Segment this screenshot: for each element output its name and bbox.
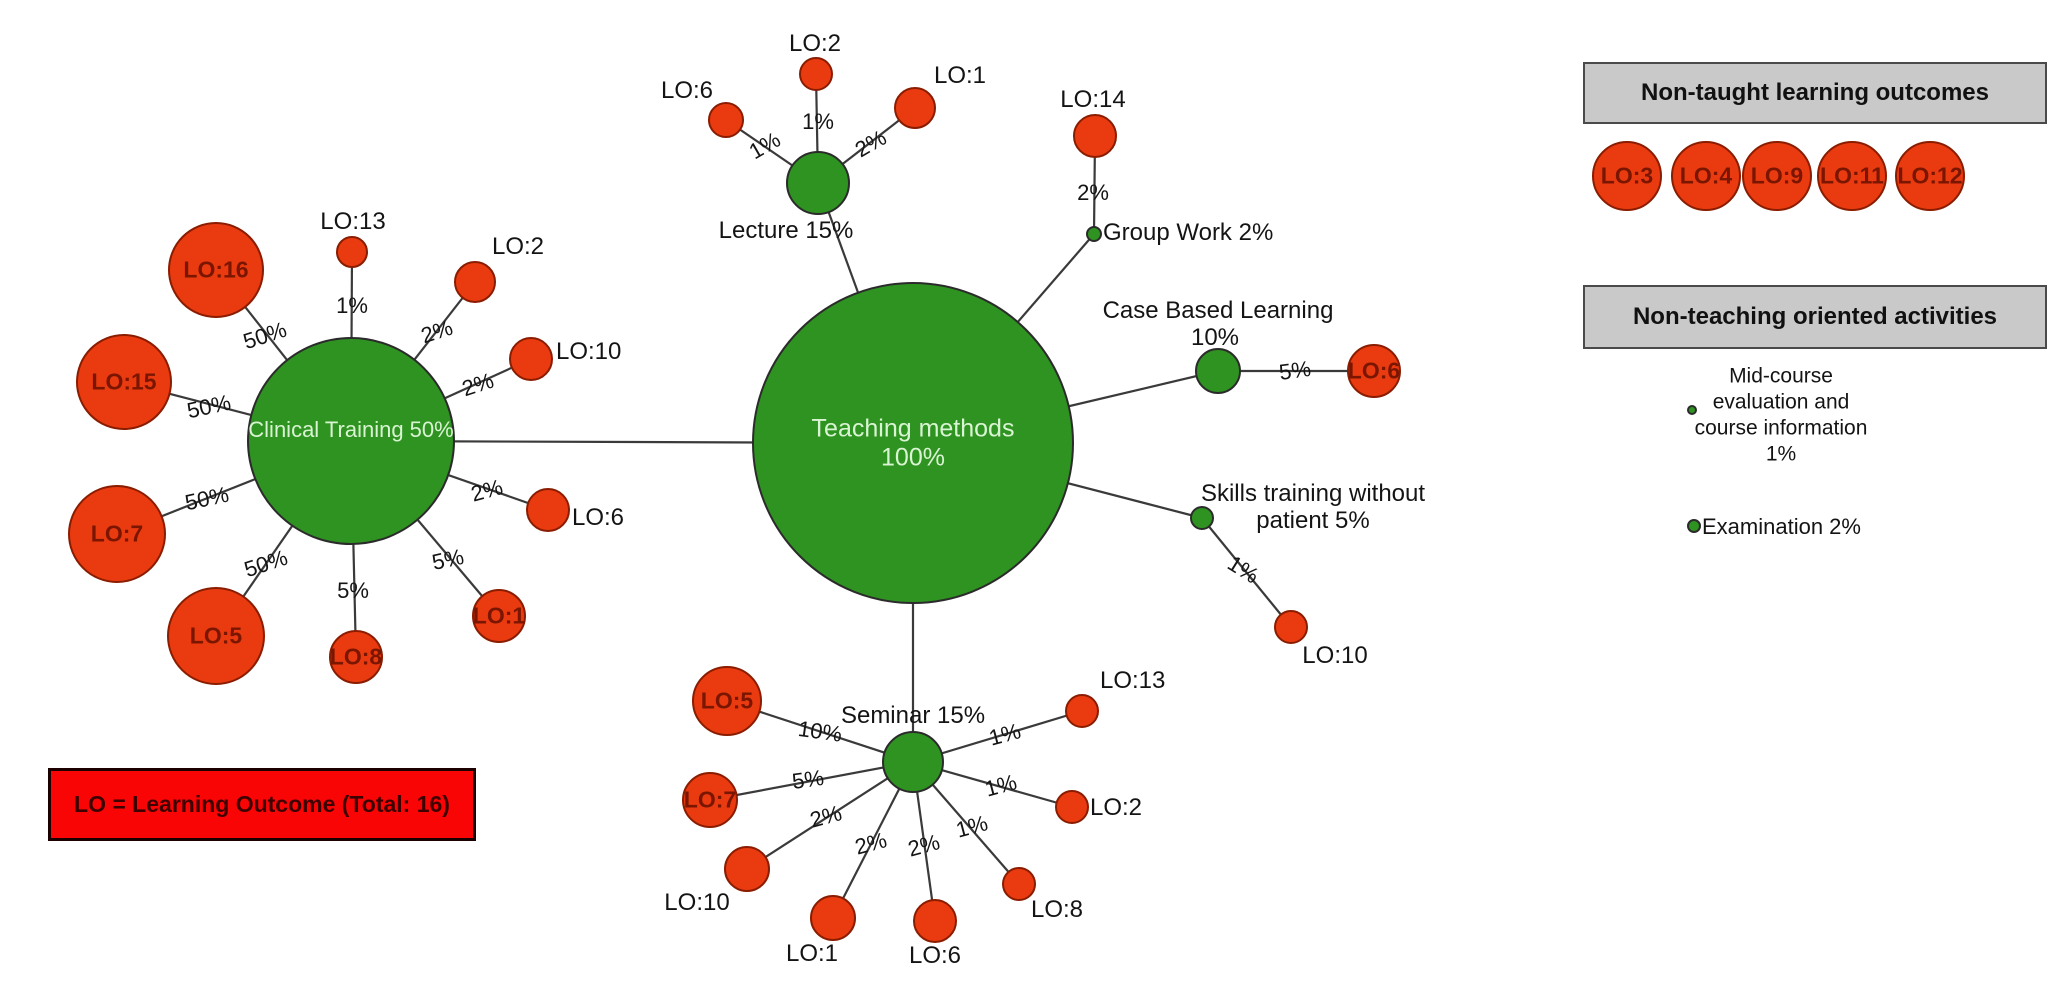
nontaught-lo4-label: LO:4 — [1679, 162, 1733, 189]
clinical-lo16-circle — [168, 222, 264, 318]
seminar-lo1-label: LO:1 — [785, 939, 839, 967]
lecture-lo2-label: LO:2 — [788, 29, 842, 57]
mid-course-line3: course information — [1694, 416, 1868, 440]
clinical-lo8-circle — [329, 630, 383, 684]
examination-label: Examination 2% — [1702, 513, 1861, 539]
seminar-lo6-circle — [913, 899, 957, 943]
clinical-lo1-label: LO:1 — [472, 602, 526, 629]
skills-label-line1: Skills training without — [1200, 479, 1426, 507]
mid-course-line2: evaluation and — [1712, 390, 1850, 414]
clinical-training-label: Clinical Training 50% — [248, 416, 454, 442]
skills-training-node — [1190, 506, 1214, 530]
clinical-lo5-circle — [167, 587, 265, 685]
clinical-lo8-pct: 5% — [337, 577, 369, 603]
clinical-lo2-circle — [454, 261, 496, 303]
nontaught-lo9-label: LO:9 — [1750, 162, 1804, 189]
edge-seminar-lo7 — [709, 760, 914, 802]
groupwork-lo14-pct: 2% — [1077, 179, 1109, 205]
seminar-node — [882, 731, 944, 793]
teaching-methods-node — [752, 282, 1074, 604]
lecture-lo6-circle — [708, 102, 744, 138]
seminar-lo1-circle — [810, 895, 856, 941]
case-based-label-line2: 10% — [1190, 323, 1240, 351]
clinical-lo15-label: LO:15 — [91, 368, 157, 395]
nontaught-lo3-circle — [1592, 141, 1662, 211]
casebased-lo6-circle — [1347, 344, 1401, 398]
nontaught-lo11-label: LO:11 — [1820, 162, 1884, 189]
clinical-lo2-label: LO:2 — [491, 232, 545, 260]
skills-lo10-circle — [1274, 610, 1308, 644]
clinical-lo15-circle — [76, 334, 172, 430]
clinical-lo10-label: LO:10 — [556, 337, 622, 365]
clinical-lo16-label: LO:16 — [183, 256, 249, 283]
seminar-lo13-label: LO:13 — [1100, 666, 1166, 694]
clinical-lo13-label: LO:13 — [320, 207, 386, 235]
clinical-lo7-circle — [68, 485, 166, 583]
seminar-lo5-circle — [692, 666, 762, 736]
clinical-lo1-circle — [472, 589, 526, 643]
case-based-label-line1: Case Based Learning — [1102, 296, 1334, 324]
lecture-node — [786, 151, 850, 215]
seminar-lo2-circle — [1055, 790, 1089, 824]
seminar-lo7-pct: 5% — [790, 764, 826, 795]
seminar-lo8-circle — [1002, 867, 1036, 901]
mid-course-line1: Mid-course — [1729, 364, 1833, 388]
lecture-lo2-pct: 1% — [802, 108, 834, 134]
edge-skills-lo10 — [1201, 517, 1292, 628]
nontaught-lo4-circle — [1671, 141, 1741, 211]
seminar-lo5-label: LO:5 — [700, 687, 754, 714]
clinical-training-node — [247, 337, 455, 545]
seminar-lo6-label: LO:6 — [908, 941, 962, 969]
seminar-lo10-circle — [724, 846, 770, 892]
mid-course-line4: 1% — [1765, 442, 1797, 466]
case-based-learning-node — [1195, 348, 1241, 394]
skills-label-line2: patient 5% — [1256, 506, 1370, 534]
casebased-lo6-pct: 5% — [1277, 355, 1313, 386]
non-teaching-header: Non-teaching oriented activities — [1583, 285, 2047, 349]
clinical-lo7-label: LO:7 — [90, 520, 144, 547]
seminar-lo2-label: LO:2 — [1090, 793, 1143, 821]
non-taught-header: Non-taught learning outcomes — [1583, 62, 2047, 124]
edge-seminar-lo10 — [746, 761, 914, 870]
casebased-lo6-label: LO:6 — [1347, 357, 1401, 384]
clinical-lo6-circle — [526, 488, 570, 532]
lecture-lo2-circle — [799, 57, 833, 91]
legend-box: LO = Learning Outcome (Total: 16) — [48, 768, 476, 841]
seminar-lo13-circle — [1065, 694, 1099, 728]
clinical-lo8-label: LO:8 — [329, 643, 383, 670]
examination-dot — [1687, 519, 1701, 533]
seminar-lo8-label: LO:8 — [1030, 895, 1084, 923]
groupwork-lo14-circle — [1073, 114, 1117, 158]
nontaught-lo12-circle — [1895, 141, 1965, 211]
clinical-lo10-circle — [509, 337, 553, 381]
lecture-lo6-label: LO:6 — [660, 76, 714, 104]
mid-course-evaluation-dot — [1687, 405, 1697, 415]
seminar-lo7-circle — [682, 772, 738, 828]
skills-lo10-label: LO:10 — [1302, 641, 1368, 669]
teaching-methods-label-line2: 100% — [881, 443, 945, 472]
groupwork-lo14-label: LO:14 — [1060, 85, 1126, 113]
clinical-lo6-label: LO:6 — [572, 503, 625, 531]
group-work-label: Group Work 2% — [1103, 218, 1274, 246]
nontaught-lo9-circle — [1742, 141, 1812, 211]
group-work-node — [1086, 226, 1102, 242]
seminar-lo10-label: LO:10 — [664, 888, 730, 916]
teaching-methods-label-line1: Teaching methods — [811, 414, 1015, 443]
clinical-lo5-label: LO:5 — [189, 622, 243, 649]
clinical-lo13-circle — [336, 236, 368, 268]
nontaught-lo3-label: LO:3 — [1600, 162, 1654, 189]
lecture-lo1-circle — [894, 87, 936, 129]
lecture-lo1-label: LO:1 — [933, 61, 987, 89]
seminar-lo7-label: LO:7 — [683, 786, 737, 813]
nontaught-lo11-circle — [1817, 141, 1887, 211]
seminar-label: Seminar 15% — [840, 701, 986, 729]
nontaught-lo12-label: LO:12 — [1897, 162, 1963, 189]
lecture-label: Lecture 15% — [718, 216, 854, 244]
clinical-lo13-pct: 1% — [336, 292, 368, 318]
